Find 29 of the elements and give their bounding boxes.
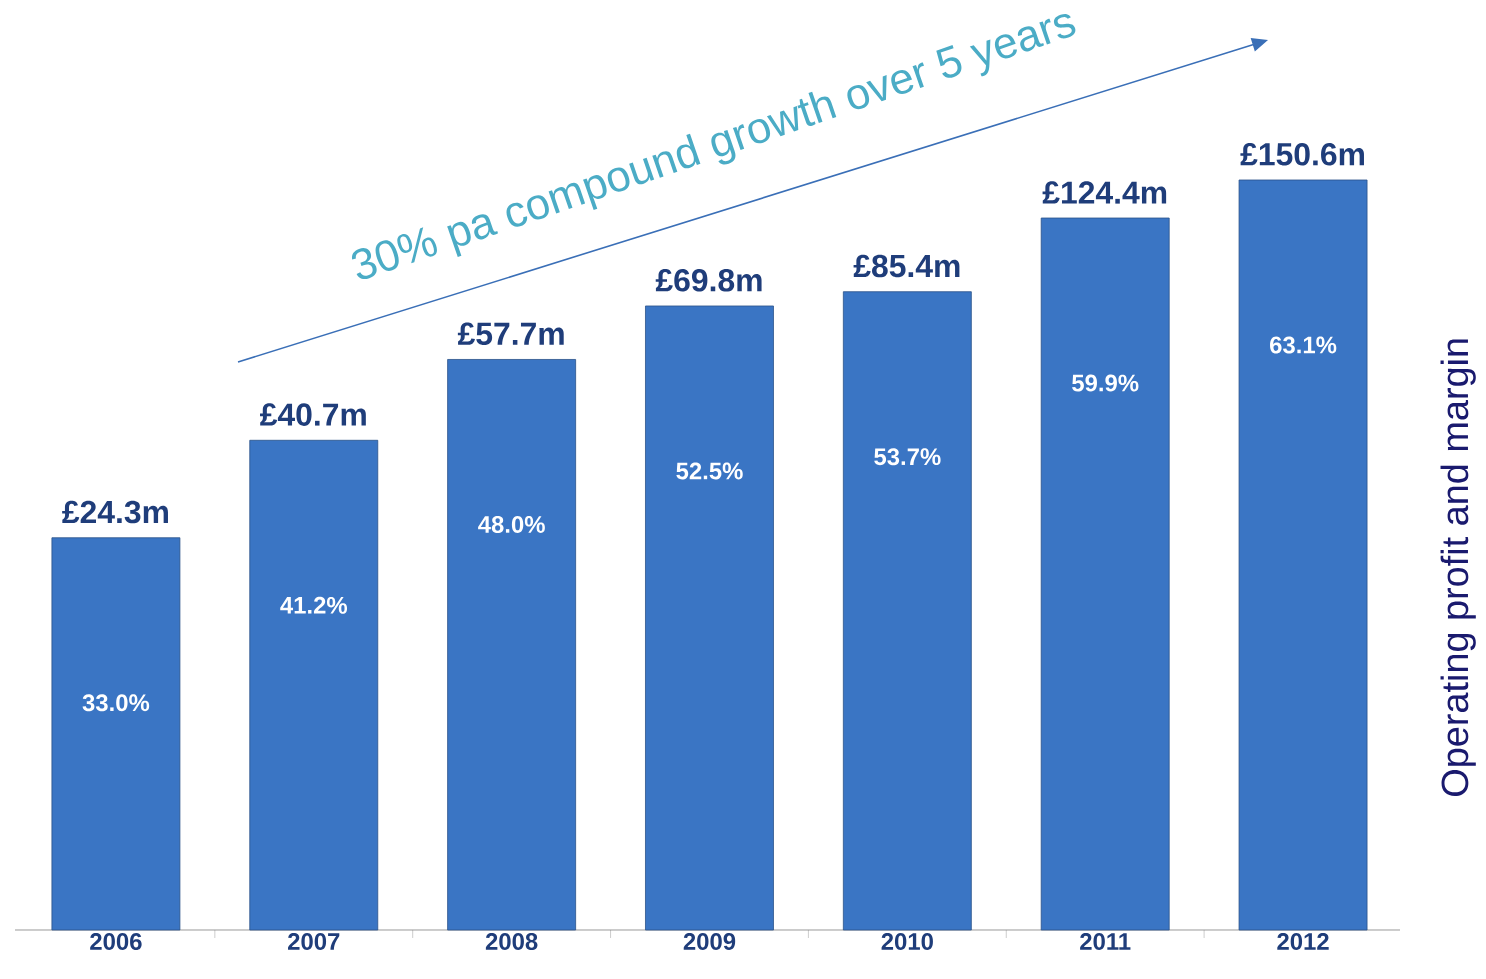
bar — [51, 537, 181, 931]
data-label: 33.0% — [82, 694, 150, 712]
x-tick-label: 2012 — [1277, 933, 1329, 950]
annotation: £24.3m — [62, 500, 168, 524]
data-label: 53.7% — [874, 448, 941, 466]
x-tick-label: 2010 — [881, 933, 933, 950]
bar — [249, 439, 379, 931]
x-tick-label: 2009 — [683, 933, 736, 950]
annotation: £85.4m — [853, 254, 960, 278]
y-axis-title: Operating profit and margin — [1440, 339, 1476, 796]
annotation: £69.8m — [655, 269, 762, 292]
data-label: 59.9% — [1072, 374, 1139, 392]
bar — [1040, 217, 1170, 931]
bar — [447, 359, 577, 931]
x-tick-label: 2008 — [485, 933, 538, 950]
bar — [645, 305, 774, 931]
data-label: 63.1% — [1270, 336, 1337, 354]
data-label: 52.5% — [676, 462, 743, 480]
data-label: 41.2% — [280, 596, 348, 614]
annotation: £40.7m — [260, 403, 366, 426]
x-tick-label: 2006 — [90, 933, 142, 950]
annotation: £124.4m — [1042, 181, 1167, 204]
annotation: £150.6m — [1240, 143, 1364, 166]
x-tick-label: 2011 — [1080, 933, 1131, 950]
annotation: £57.7m — [457, 322, 564, 346]
data-label: 48.0% — [478, 516, 545, 533]
x-tick-label: 2007 — [288, 933, 340, 950]
bar — [1238, 179, 1368, 931]
bar — [842, 291, 972, 931]
